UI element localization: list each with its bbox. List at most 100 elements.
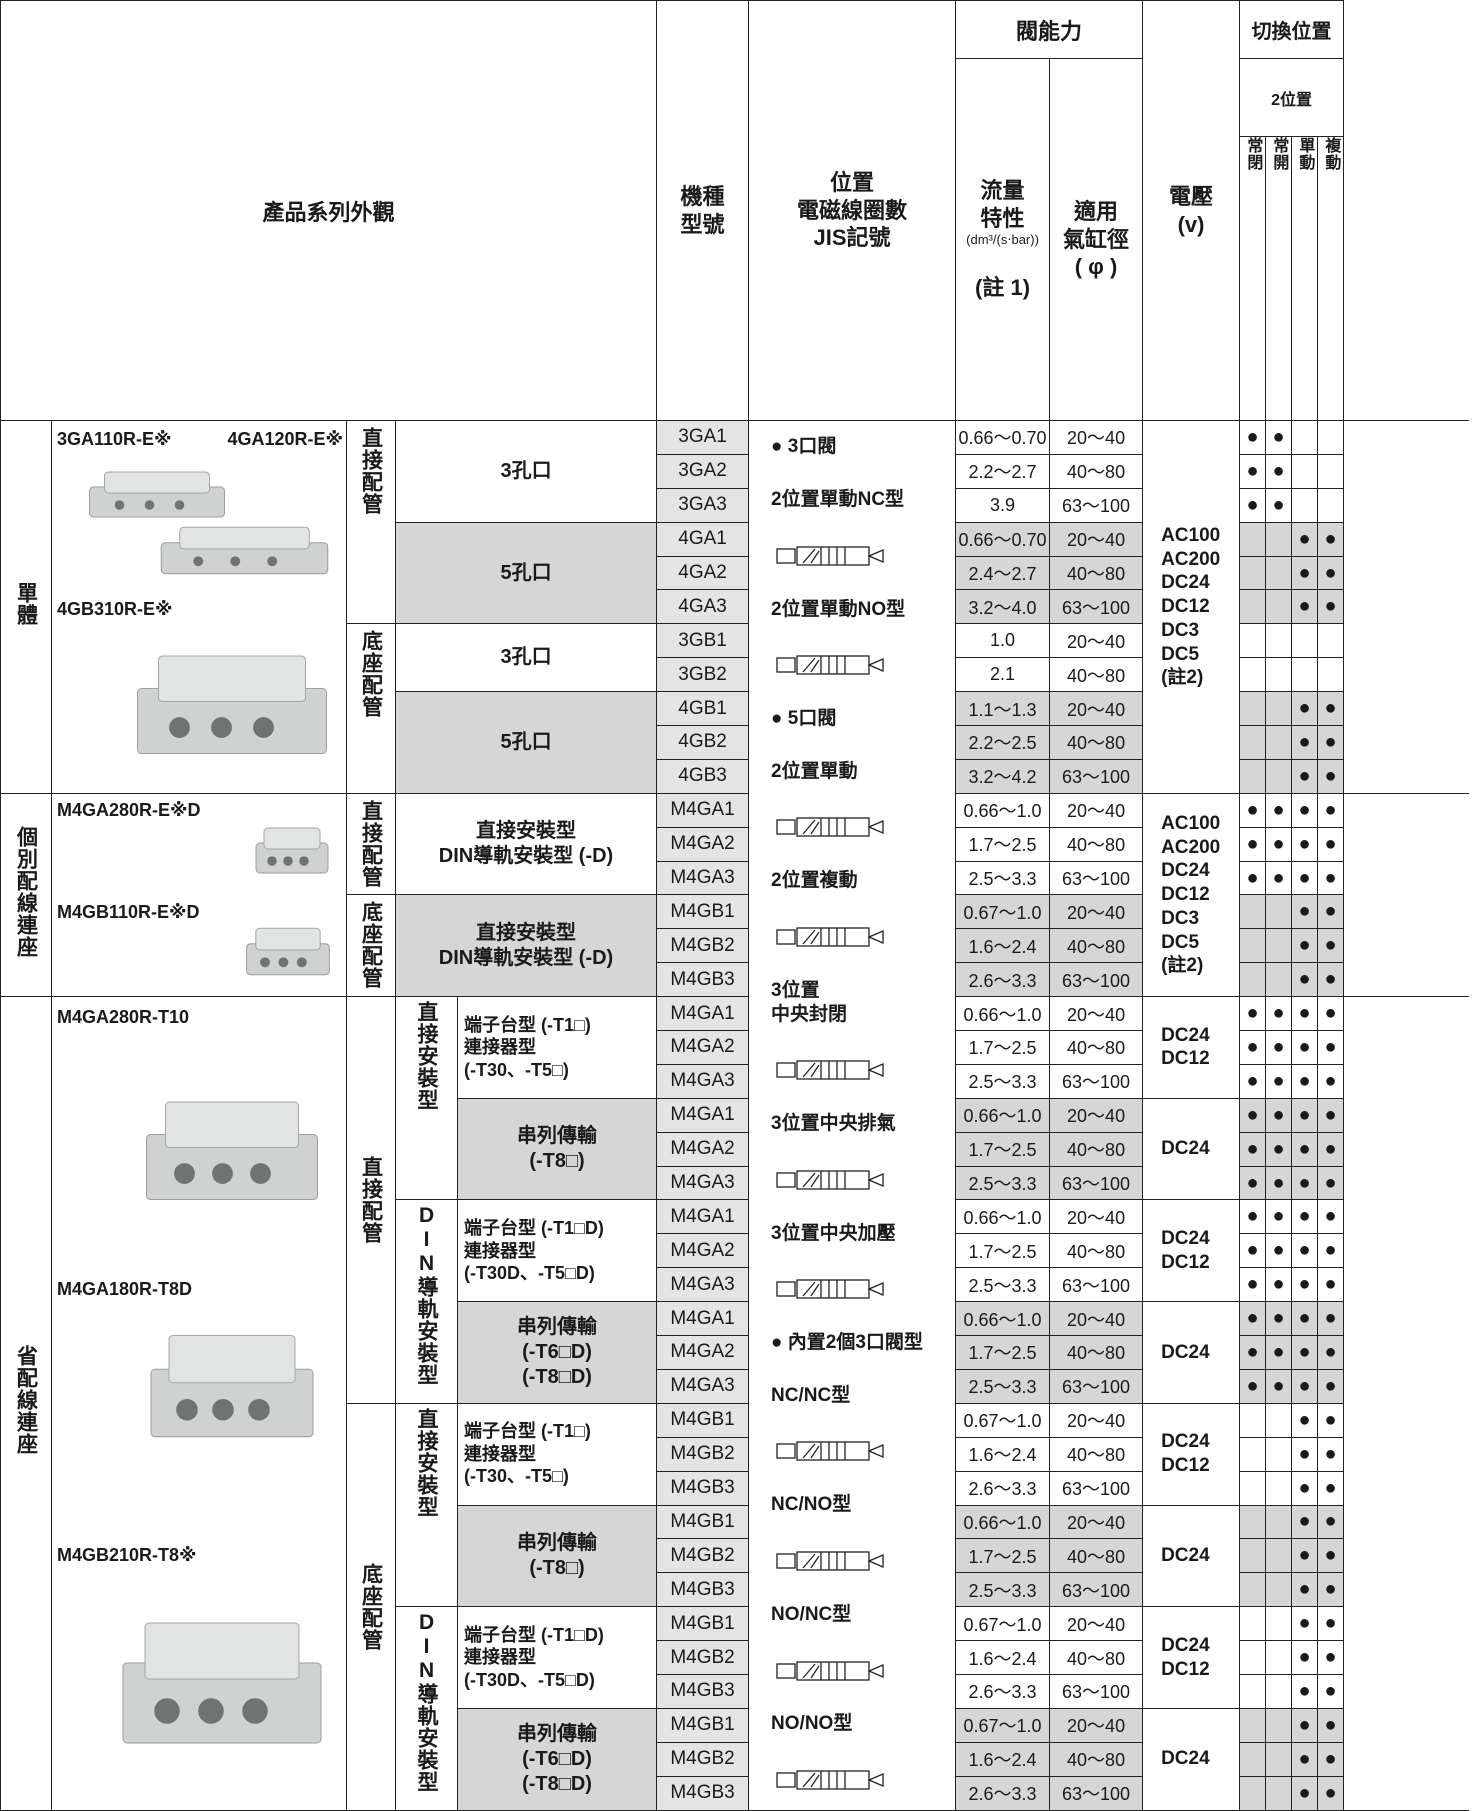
flow-cell: 1.6～2.4 <box>955 928 1051 964</box>
sub-text: DIN導軌安裝型 <box>415 1204 439 1387</box>
switch-cell: ● <box>1265 1335 1293 1370</box>
switch-cell <box>1239 1572 1267 1608</box>
switch-cell <box>1291 453 1319 489</box>
bore-cell: 63～100 <box>1049 1775 1144 1811</box>
voltage-cell: DC24 <box>1142 1301 1241 1404</box>
bore-cell: 63～100 <box>1049 1368 1144 1404</box>
switch-cell: ● <box>1291 1335 1319 1370</box>
flow-cell: 3.2～4.2 <box>955 758 1051 794</box>
product-caption: M4GB210R-T8※ <box>57 1545 197 1566</box>
switch-cell: ● <box>1291 1030 1319 1065</box>
model-cell: M4GB1 <box>656 1707 750 1743</box>
mount-text: 底座配管 <box>359 630 383 719</box>
sub-label: 直接安裝型 <box>395 1402 458 1608</box>
switch-cell <box>1291 623 1319 659</box>
switch-cell <box>1239 1436 1267 1472</box>
voltage-cell: DC24 DC12 <box>1142 1402 1241 1506</box>
flow-cell: 3.2～4.0 <box>955 589 1051 625</box>
model-cell: M4GB2 <box>656 1436 750 1472</box>
sub-text: DIN導軌安裝型 <box>415 1611 439 1794</box>
flow-cell: 0.66～0.70 <box>955 521 1051 557</box>
switch-cell: ● <box>1317 1538 1345 1574</box>
switch-cell <box>1317 487 1345 523</box>
product-caption: 4GB310R-E※ <box>57 599 173 619</box>
model-cell: 3GA2 <box>656 453 750 489</box>
switch-cell: ● <box>1291 1267 1319 1303</box>
bore-cell: 20～40 <box>1049 1606 1144 1642</box>
port-cell: 端子台型 (-T1□D) 連接器型 (-T30D、-T5□D) <box>456 1606 658 1709</box>
model-cell: 4GA3 <box>656 589 750 625</box>
table-header: 產品系列外觀 機種 型號 位置 電磁線圈數 JIS記號 閥能力 電壓 (v) 切… <box>0 0 1469 421</box>
bore-cell: 40～80 <box>1049 657 1144 693</box>
flow-cell: 1.7～2.5 <box>955 1030 1051 1065</box>
mount-label: 底座配管 <box>346 1402 396 1811</box>
mount-text: 直接配管 <box>359 1155 383 1244</box>
switch-cell: ● <box>1239 996 1267 1032</box>
port-cell: 串列傳輸 (-T8□) <box>456 1097 658 1201</box>
header-row: 產品系列外觀 機種 型號 位置 電磁線圈數 JIS記號 閥能力 電壓 (v) 切… <box>0 0 1469 421</box>
switch-cell: ● <box>1317 1335 1345 1370</box>
position-label: 2位置單動NC型 <box>771 489 905 511</box>
flow-cell: 0.67～1.0 <box>955 894 1051 930</box>
bore-cell: 63～100 <box>1049 1673 1144 1709</box>
switch-cell <box>1265 555 1293 591</box>
bore-cell: 63～100 <box>1049 589 1144 625</box>
bore-cell: 63～100 <box>1049 487 1144 523</box>
product-photo <box>150 1335 314 1438</box>
product-photo <box>255 827 329 874</box>
product-photo <box>122 1622 322 1744</box>
position-label: 3位置 中央封閉 <box>771 979 848 1025</box>
switch-cell <box>1265 1504 1293 1540</box>
port-cell: 端子台型 (-T1□) 連接器型 (-T30、-T5□) <box>456 1402 658 1506</box>
product-photo <box>246 927 330 975</box>
bore-cell: 40～80 <box>1049 1233 1144 1269</box>
port-cell: 串列傳輸 (-T6□D) (-T8□D) <box>456 1301 658 1404</box>
switch-cell <box>1265 1572 1293 1608</box>
switch-cell: ● <box>1239 792 1267 828</box>
switch-cell: ● <box>1317 1606 1345 1642</box>
flow-cell: 2.2～2.7 <box>955 453 1051 489</box>
flow-cell: 1.7～2.5 <box>955 1538 1051 1574</box>
switch-cell: ● <box>1239 1301 1267 1337</box>
port-cell: 直接安裝型 DIN導軌安裝型 (-D) <box>394 792 658 896</box>
switch-cell: ● <box>1291 1301 1319 1337</box>
switch-cell <box>1239 1640 1267 1675</box>
bore-cell: 40～80 <box>1049 1436 1144 1472</box>
header-cell: 常閉 <box>1239 136 1267 421</box>
flow-cell: 2.5～3.3 <box>955 1063 1051 1099</box>
bore-cell: 63～100 <box>1049 1165 1144 1201</box>
bore-cell: 40～80 <box>1049 725 1144 760</box>
switch-cell: ● <box>1317 928 1345 964</box>
model-cell: 3GA3 <box>656 487 750 523</box>
header-text: 複動 <box>1322 137 1340 172</box>
table-row: 3GB2 2.1 40～80 <box>1 657 1469 693</box>
switch-cell <box>1239 928 1267 964</box>
switch-cell: ● <box>1291 1436 1319 1472</box>
mount-text: 底座配管 <box>359 901 383 990</box>
table-row: M4GB3 2.6～3.3 63～100 ● ● <box>1 1470 1469 1506</box>
switch-cell <box>1239 1775 1267 1811</box>
model-cell: M4GA3 <box>656 1165 750 1201</box>
switch-cell: ● <box>1239 1199 1267 1235</box>
header-cell: 電壓 (v) <box>1142 0 1241 421</box>
header-cell: 常開 <box>1265 136 1293 421</box>
flow-cell: 0.66～0.70 <box>955 420 1051 455</box>
switch-cell: ● <box>1265 453 1293 489</box>
model-cell: M4GB1 <box>656 894 750 930</box>
switch-cell: ● <box>1239 1233 1267 1269</box>
table-row: M4GA3 2.5～3.3 63～100 ● ● ● ● <box>1 860 1469 896</box>
flow-cell: 1.7～2.5 <box>955 1131 1051 1167</box>
bore-cell: 20～40 <box>1049 996 1144 1032</box>
switch-cell: ● <box>1317 1165 1345 1201</box>
switch-cell: ● <box>1291 1775 1319 1811</box>
valve-symbol <box>776 817 884 838</box>
bore-cell: 20～40 <box>1049 623 1144 659</box>
section-label: 個別配線連座 <box>0 792 52 998</box>
table-row: 串列傳輸 (-T6□D) (-T8□D) M4GB1 0.67～1.0 20～40 DC… <box>1 1707 1469 1811</box>
switch-cell: ● <box>1291 928 1319 964</box>
switch-cell <box>1239 521 1267 557</box>
model-cell: M4GB3 <box>656 1775 750 1811</box>
switch-cell: ● <box>1239 1030 1267 1065</box>
switch-cell <box>1265 1606 1293 1642</box>
bore-cell: 20～40 <box>1049 521 1144 557</box>
